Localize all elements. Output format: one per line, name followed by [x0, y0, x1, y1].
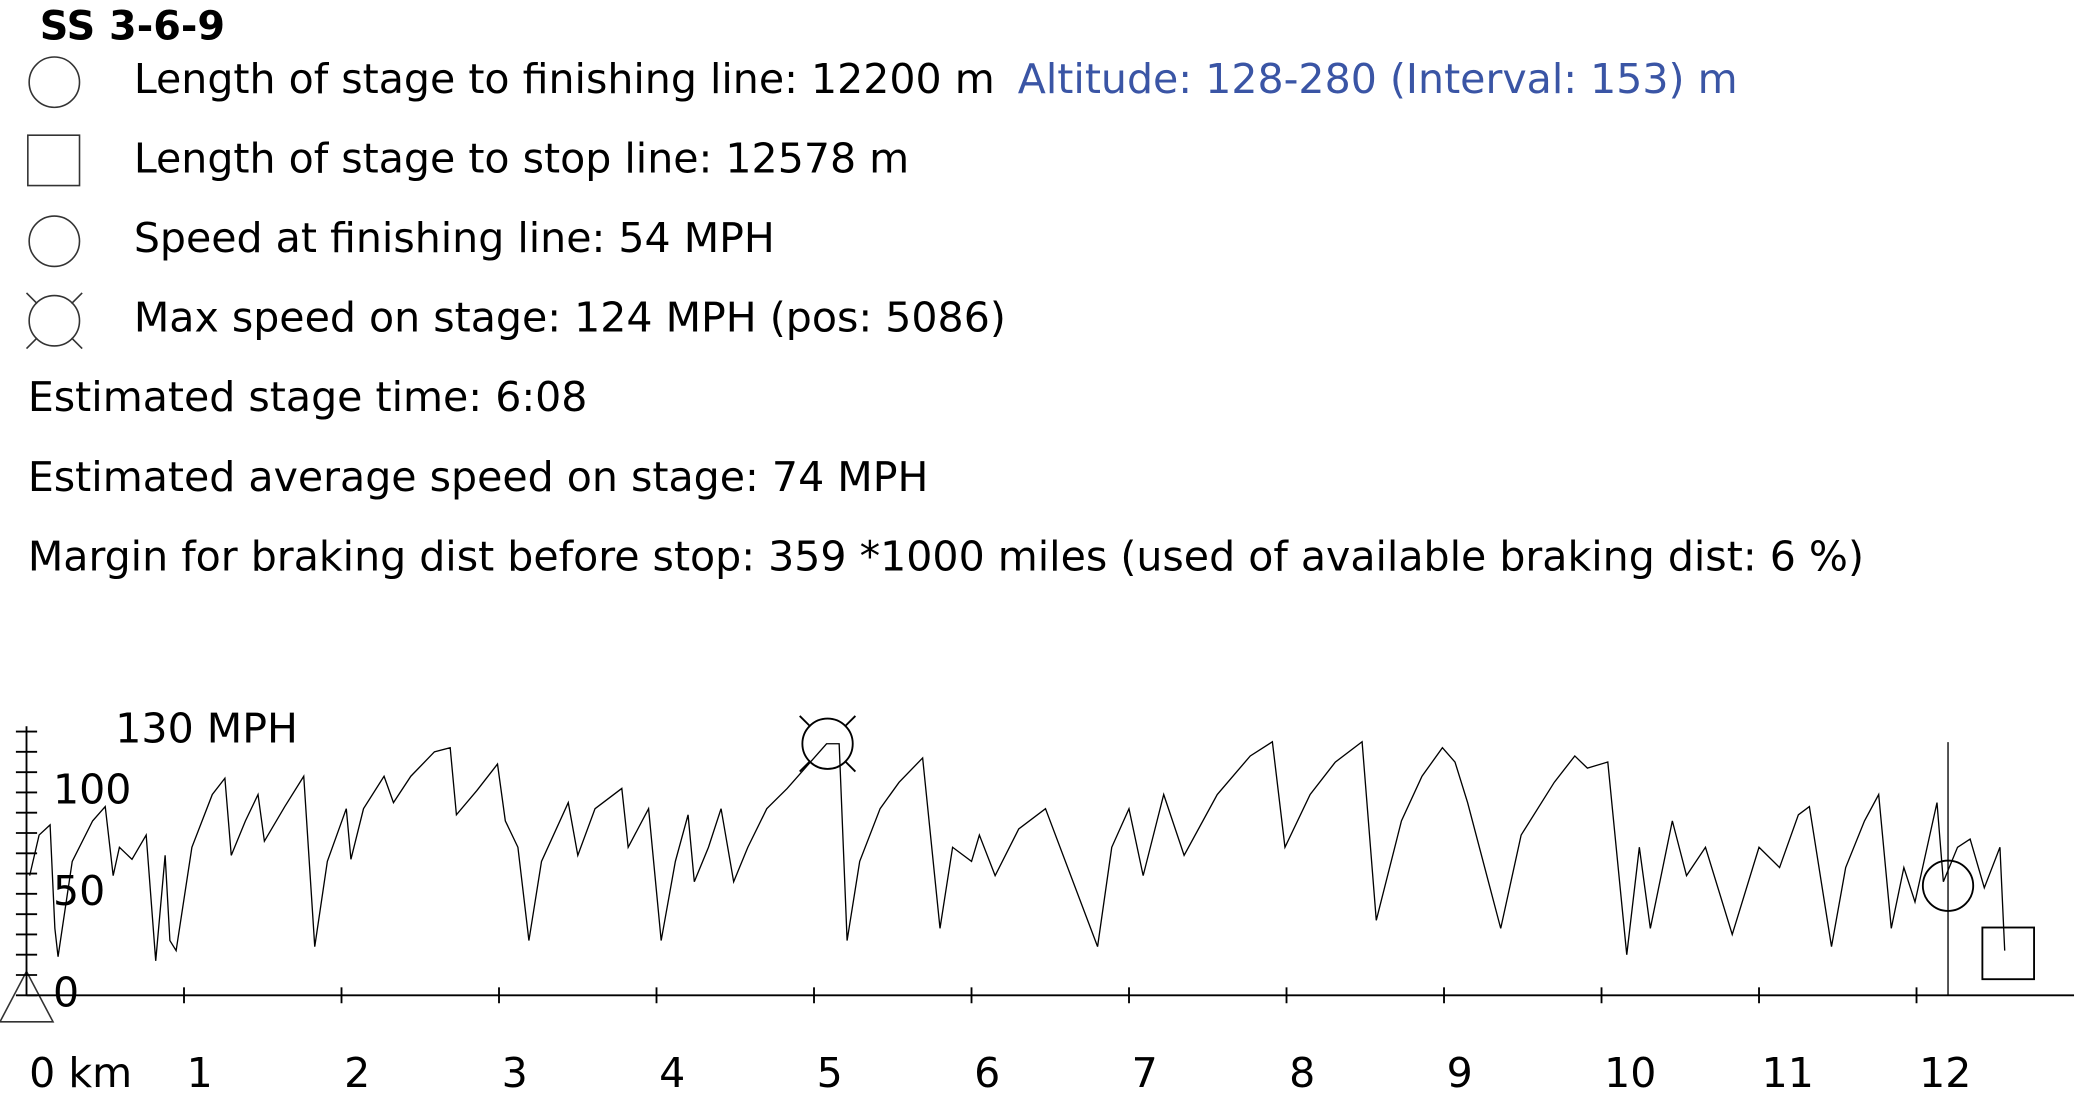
x-tick-label: 2	[344, 1049, 370, 1097]
x-tick-label: 12	[1919, 1049, 1971, 1097]
info-line: Length of stage to finishing line: 12200…	[134, 55, 995, 103]
x-tick-label: 4	[659, 1049, 685, 1097]
x-tick-label: 0 km	[29, 1049, 132, 1097]
title: SS 3-6-9	[40, 4, 225, 50]
info-line: Speed at finishing line: 54 MPH	[134, 214, 775, 262]
y-tick-label: 50	[53, 867, 105, 915]
speed-line	[29, 740, 2006, 961]
stop-marker	[1981, 926, 2035, 981]
info-line: Max speed on stage: 124 MPH (pos: 5086)	[134, 294, 1006, 342]
x-tick-label: 11	[1762, 1049, 1814, 1097]
speed-icon	[28, 215, 81, 268]
x-tick-label: 7	[1132, 1049, 1158, 1097]
max-icon	[25, 292, 83, 350]
x-tick-label: 5	[817, 1049, 843, 1097]
x-tick-label: 3	[502, 1049, 528, 1097]
x-tick-label: 1	[187, 1049, 213, 1097]
x-tick-label: 8	[1289, 1049, 1315, 1097]
y-tick-label: 100	[53, 765, 131, 813]
start-marker	[0, 969, 55, 1023]
altitude: Altitude: 128-280 (Interval: 153) m	[1018, 55, 1738, 103]
max-marker-cross	[799, 715, 857, 773]
x-tick-label: 10	[1604, 1049, 1656, 1097]
finish-marker	[1921, 859, 1975, 912]
info-line: Length of stage to stop line: 12578 m	[134, 135, 909, 183]
y-tick-label: 0	[53, 968, 79, 1016]
y-tick-label: 130 MPH	[115, 705, 298, 753]
info-line: Estimated stage time: 6:08	[28, 373, 588, 421]
x-tick-label: 6	[974, 1049, 1000, 1097]
stop-icon	[27, 134, 81, 187]
info-line: Margin for braking dist before stop: 359…	[28, 532, 1864, 580]
finish-icon	[28, 56, 81, 109]
x-tick-label: 9	[1447, 1049, 1473, 1097]
max-marker	[801, 717, 854, 770]
info-line: Estimated average speed on stage: 74 MPH	[28, 453, 929, 501]
